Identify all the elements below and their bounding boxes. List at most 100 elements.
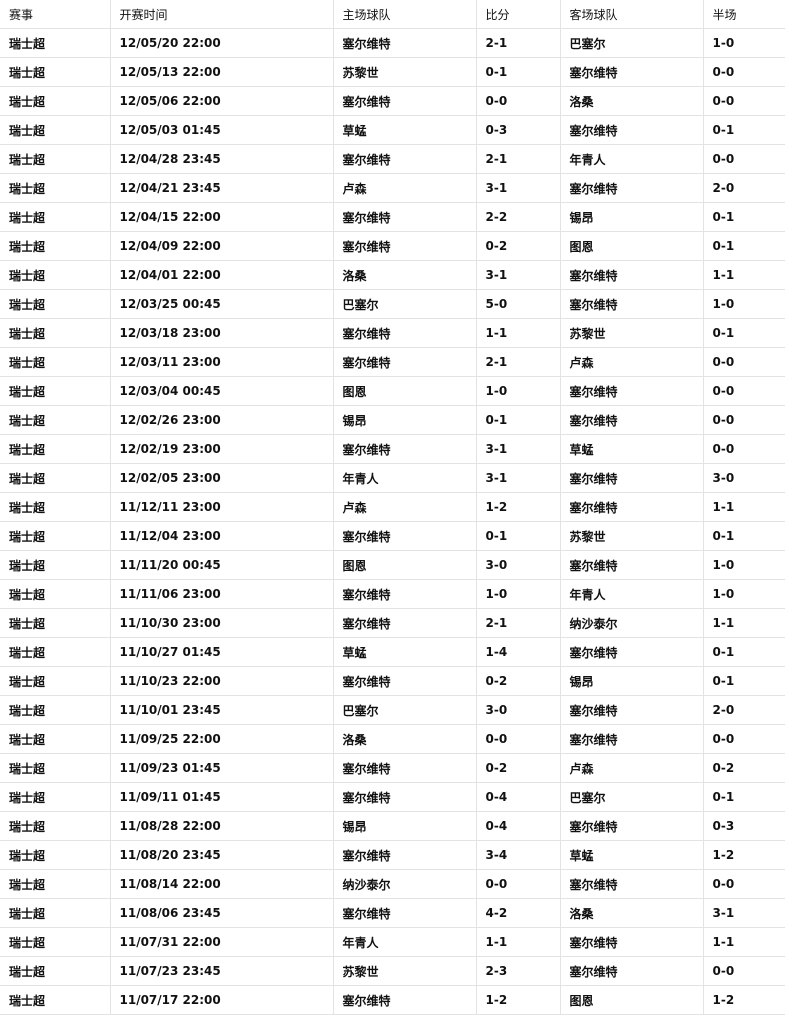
cell-half-time: 1-2 xyxy=(702,840,785,870)
cell-home-team: 锡昂 xyxy=(332,811,477,841)
table-row: 瑞士超 12/05/03 01:45 草蜢 0-3 塞尔维特 0-1 xyxy=(0,115,785,145)
cell-score: 0-3 xyxy=(475,115,561,145)
cell-away-team: 洛桑 xyxy=(559,86,704,116)
cell-kickoff-time: 11/08/20 23:45 xyxy=(109,840,334,870)
cell-score: 3-1 xyxy=(475,434,561,464)
cell-kickoff-time: 12/03/25 00:45 xyxy=(109,289,334,319)
table-row: 瑞士超 12/05/06 22:00 塞尔维特 0-0 洛桑 0-0 xyxy=(0,86,785,116)
cell-half-time: 0-0 xyxy=(702,86,785,116)
cell-kickoff-time: 11/08/28 22:00 xyxy=(109,811,334,841)
cell-half-time: 1-2 xyxy=(702,985,785,1015)
cell-kickoff-time: 12/05/13 22:00 xyxy=(109,57,334,87)
cell-away-team: 锡昂 xyxy=(559,202,704,232)
cell-score: 2-1 xyxy=(475,28,561,58)
cell-home-team: 塞尔维特 xyxy=(332,782,477,812)
table-row: 瑞士超 11/09/11 01:45 塞尔维特 0-4 巴塞尔 0-1 xyxy=(0,782,785,812)
header-score: 比分 xyxy=(475,0,561,29)
table-row: 瑞士超 11/12/11 23:00 卢森 1-2 塞尔维特 1-1 xyxy=(0,492,785,522)
cell-away-team: 纳沙泰尔 xyxy=(559,608,704,638)
cell-half-time: 0-1 xyxy=(702,782,785,812)
table-row: 瑞士超 11/07/23 23:45 苏黎世 2-3 塞尔维特 0-0 xyxy=(0,956,785,986)
cell-away-team: 卢森 xyxy=(559,753,704,783)
cell-competition: 瑞士超 xyxy=(0,753,111,783)
cell-kickoff-time: 11/11/06 23:00 xyxy=(109,579,334,609)
cell-home-team: 图恩 xyxy=(332,376,477,406)
table-row: 瑞士超 12/04/15 22:00 塞尔维特 2-2 锡昂 0-1 xyxy=(0,202,785,232)
table-row: 瑞士超 12/03/04 00:45 图恩 1-0 塞尔维特 0-0 xyxy=(0,376,785,406)
cell-kickoff-time: 11/08/06 23:45 xyxy=(109,898,334,928)
cell-score: 0-2 xyxy=(475,753,561,783)
cell-score: 0-0 xyxy=(475,724,561,754)
cell-score: 2-3 xyxy=(475,956,561,986)
cell-score: 4-2 xyxy=(475,898,561,928)
cell-away-team: 巴塞尔 xyxy=(559,782,704,812)
cell-score: 1-0 xyxy=(475,579,561,609)
cell-home-team: 巴塞尔 xyxy=(332,695,477,725)
table-row: 瑞士超 11/08/14 22:00 纳沙泰尔 0-0 塞尔维特 0-0 xyxy=(0,869,785,899)
cell-competition: 瑞士超 xyxy=(0,695,111,725)
cell-kickoff-time: 12/04/01 22:00 xyxy=(109,260,334,290)
cell-home-team: 塞尔维特 xyxy=(332,231,477,261)
cell-kickoff-time: 12/02/05 23:00 xyxy=(109,463,334,493)
cell-home-team: 塞尔维特 xyxy=(332,434,477,464)
cell-away-team: 塞尔维特 xyxy=(559,289,704,319)
cell-competition: 瑞士超 xyxy=(0,666,111,696)
cell-away-team: 图恩 xyxy=(559,231,704,261)
cell-competition: 瑞士超 xyxy=(0,927,111,957)
table-row: 瑞士超 12/03/18 23:00 塞尔维特 1-1 苏黎世 0-1 xyxy=(0,318,785,348)
cell-away-team: 塞尔维特 xyxy=(559,173,704,203)
cell-half-time: 1-1 xyxy=(702,492,785,522)
table-row: 瑞士超 11/08/06 23:45 塞尔维特 4-2 洛桑 3-1 xyxy=(0,898,785,928)
table-row: 瑞士超 11/10/30 23:00 塞尔维特 2-1 纳沙泰尔 1-1 xyxy=(0,608,785,638)
cell-home-team: 塞尔维特 xyxy=(332,840,477,870)
cell-score: 1-2 xyxy=(475,985,561,1015)
cell-kickoff-time: 12/04/09 22:00 xyxy=(109,231,334,261)
cell-competition: 瑞士超 xyxy=(0,782,111,812)
cell-home-team: 塞尔维特 xyxy=(332,202,477,232)
cell-home-team: 塞尔维特 xyxy=(332,521,477,551)
cell-kickoff-time: 11/10/30 23:00 xyxy=(109,608,334,638)
cell-half-time: 0-0 xyxy=(702,57,785,87)
cell-half-time: 0-1 xyxy=(702,637,785,667)
cell-away-team: 草蜢 xyxy=(559,434,704,464)
cell-half-time: 1-1 xyxy=(702,927,785,957)
cell-home-team: 塞尔维特 xyxy=(332,985,477,1015)
cell-home-team: 草蜢 xyxy=(332,637,477,667)
cell-score: 0-0 xyxy=(475,86,561,116)
table-row: 瑞士超 12/02/19 23:00 塞尔维特 3-1 草蜢 0-0 xyxy=(0,434,785,464)
cell-kickoff-time: 12/04/15 22:00 xyxy=(109,202,334,232)
cell-half-time: 0-0 xyxy=(702,869,785,899)
cell-score: 1-1 xyxy=(475,927,561,957)
table-row: 瑞士超 12/03/11 23:00 塞尔维特 2-1 卢森 0-0 xyxy=(0,347,785,377)
cell-half-time: 1-0 xyxy=(702,289,785,319)
cell-score: 0-2 xyxy=(475,666,561,696)
cell-kickoff-time: 12/04/21 23:45 xyxy=(109,173,334,203)
cell-home-team: 塞尔维特 xyxy=(332,347,477,377)
cell-kickoff-time: 11/09/25 22:00 xyxy=(109,724,334,754)
cell-half-time: 1-0 xyxy=(702,579,785,609)
cell-half-time: 2-0 xyxy=(702,695,785,725)
cell-competition: 瑞士超 xyxy=(0,405,111,435)
cell-half-time: 0-1 xyxy=(702,115,785,145)
header-home-team: 主场球队 xyxy=(332,0,477,29)
table-row: 瑞士超 11/11/06 23:00 塞尔维特 1-0 年青人 1-0 xyxy=(0,579,785,609)
cell-score: 0-1 xyxy=(475,57,561,87)
table-row: 瑞士超 11/08/28 22:00 锡昂 0-4 塞尔维特 0-3 xyxy=(0,811,785,841)
cell-home-team: 塞尔维特 xyxy=(332,144,477,174)
cell-score: 0-4 xyxy=(475,782,561,812)
cell-competition: 瑞士超 xyxy=(0,434,111,464)
cell-kickoff-time: 11/07/17 22:00 xyxy=(109,985,334,1015)
cell-competition: 瑞士超 xyxy=(0,144,111,174)
cell-competition: 瑞士超 xyxy=(0,898,111,928)
header-competition: 赛事 xyxy=(0,0,111,29)
cell-away-team: 图恩 xyxy=(559,985,704,1015)
cell-competition: 瑞士超 xyxy=(0,231,111,261)
cell-home-team: 塞尔维特 xyxy=(332,28,477,58)
cell-kickoff-time: 12/02/19 23:00 xyxy=(109,434,334,464)
cell-kickoff-time: 11/10/01 23:45 xyxy=(109,695,334,725)
table-row: 瑞士超 11/09/23 01:45 塞尔维特 0-2 卢森 0-2 xyxy=(0,753,785,783)
cell-away-team: 塞尔维特 xyxy=(559,811,704,841)
cell-score: 1-2 xyxy=(475,492,561,522)
table-row: 瑞士超 12/02/26 23:00 锡昂 0-1 塞尔维特 0-0 xyxy=(0,405,785,435)
cell-half-time: 0-0 xyxy=(702,376,785,406)
